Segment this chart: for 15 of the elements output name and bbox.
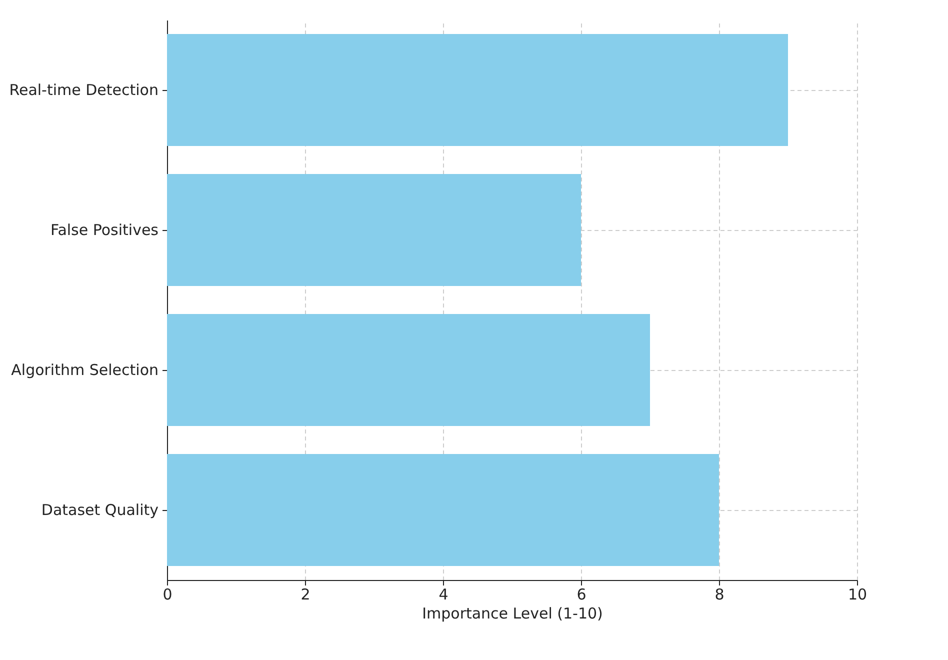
bar: [167, 314, 650, 426]
x-tick-label: 10: [848, 586, 868, 604]
y-tick-label: Real-time Detection: [9, 81, 158, 99]
bar: [167, 174, 581, 286]
x-axis-title: Importance Level (1-10): [422, 604, 603, 622]
y-tick-label: Dataset Quality: [41, 501, 159, 519]
bar: [167, 454, 719, 566]
x-tick-label: 0: [162, 586, 172, 604]
x-tick-label: 4: [438, 586, 448, 604]
y-tick-label: False Positives: [50, 221, 159, 239]
bar: [167, 34, 788, 146]
x-tick-label: 8: [714, 586, 724, 604]
x-tick-label: 6: [576, 586, 586, 604]
y-tick-label: Algorithm Selection: [11, 361, 158, 379]
x-tick-label: 2: [300, 586, 310, 604]
